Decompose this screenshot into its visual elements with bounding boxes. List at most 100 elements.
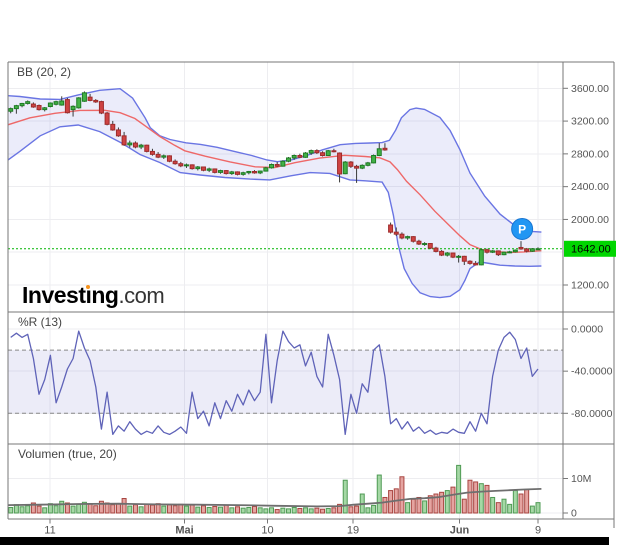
volume-bar [524, 489, 530, 514]
candle-down [524, 248, 530, 252]
volume-bar [246, 506, 252, 514]
candle-up [365, 162, 371, 166]
candle-up [257, 170, 263, 174]
volume-bar [189, 504, 195, 514]
volume-bar [507, 503, 513, 514]
volume-panel[interactable] [8, 464, 542, 514]
bottom-black-bar [0, 537, 609, 545]
volume-bar [303, 507, 309, 514]
volume-bar [320, 508, 326, 514]
note-marker-p[interactable] [511, 217, 534, 240]
volume-bar [535, 502, 541, 514]
bollinger-band-fill [8, 88, 542, 298]
bollinger-indicator-label: BB (20, 2) [17, 65, 72, 79]
svg-text:Jun: Jun [450, 525, 470, 537]
volume-bar [342, 479, 348, 514]
candle-up [376, 148, 382, 157]
volume-bar [501, 498, 507, 514]
svg-text:-80.0000: -80.0000 [571, 408, 613, 420]
candle-up [229, 171, 235, 175]
candle-down [473, 262, 479, 266]
candle-up [246, 170, 252, 174]
candle-up [19, 102, 25, 107]
volume-bar [297, 508, 303, 514]
candle-down [93, 99, 99, 103]
volume-bar [183, 505, 189, 514]
candle-up [8, 108, 14, 112]
candle-up [507, 251, 513, 254]
candle-down [461, 255, 467, 262]
volume-bar [206, 506, 212, 514]
volume-bar [53, 505, 59, 514]
panel-borders [7, 61, 615, 528]
volume-bar [149, 504, 155, 514]
current-price-tag [564, 240, 616, 257]
svg-text:2000.00: 2000.00 [571, 214, 609, 226]
candle-down [115, 129, 121, 137]
candle-up [183, 164, 189, 167]
time-axis[interactable] [49, 519, 539, 524]
candle-down [450, 252, 456, 258]
volume-bar [252, 505, 258, 514]
svg-text:P: P [518, 222, 526, 236]
candle-up [371, 155, 377, 164]
volume-bar [121, 498, 127, 514]
candle-down [331, 150, 337, 153]
volume-bar [132, 504, 138, 514]
candle-up [263, 167, 269, 172]
candle-up [280, 160, 286, 167]
volume-bar [286, 508, 292, 514]
candle-up [76, 97, 82, 109]
volume-bar [348, 506, 354, 514]
volume-bar [371, 504, 377, 514]
volume-bar [70, 505, 76, 514]
volume-bar [325, 508, 331, 514]
volume-bar [144, 503, 150, 514]
volume-bar [410, 498, 416, 514]
candle-down [416, 240, 422, 245]
candle-down [484, 249, 490, 253]
svg-text:9: 9 [535, 525, 541, 537]
volume-bar [331, 507, 337, 514]
candle-down [388, 224, 394, 233]
volume-bar [399, 476, 405, 514]
candle-up [490, 250, 496, 253]
logo-text-com: .com [118, 283, 165, 308]
candle-down [64, 99, 70, 114]
volume-bar [240, 507, 246, 514]
candle-up [206, 168, 212, 171]
svg-text:11: 11 [44, 525, 55, 537]
candle-up [127, 142, 133, 146]
volume-bar [529, 505, 535, 514]
candle-up [81, 92, 87, 102]
candle-down [166, 155, 172, 162]
volume-bar [376, 474, 382, 514]
candle-down [433, 247, 439, 252]
volume-bar [229, 507, 235, 514]
candle-up [303, 152, 309, 158]
logo-text-end: ng [91, 282, 119, 308]
volume-bar [25, 505, 31, 514]
candle-down [212, 168, 218, 173]
candle-up [512, 249, 518, 253]
candle-down [98, 101, 104, 114]
candle-up [47, 102, 53, 107]
volume-bar [166, 504, 172, 514]
volume-bar [8, 506, 14, 514]
volume-bar [422, 500, 428, 514]
candle-down [348, 161, 354, 167]
price-axis[interactable] [563, 87, 617, 514]
volume-bar [467, 479, 473, 514]
candle-up [70, 105, 76, 111]
svg-text:1200.00: 1200.00 [571, 280, 609, 292]
candle-down [104, 112, 110, 125]
candle-down [495, 250, 501, 256]
volume-bar [36, 505, 42, 514]
svg-text:Mai: Mai [175, 525, 193, 537]
volume-bar [115, 503, 121, 514]
price-panel[interactable] [8, 87, 563, 299]
volume-ma-line [8, 488, 542, 508]
williams-r-panel[interactable] [8, 330, 563, 436]
volume-bar [30, 502, 36, 514]
